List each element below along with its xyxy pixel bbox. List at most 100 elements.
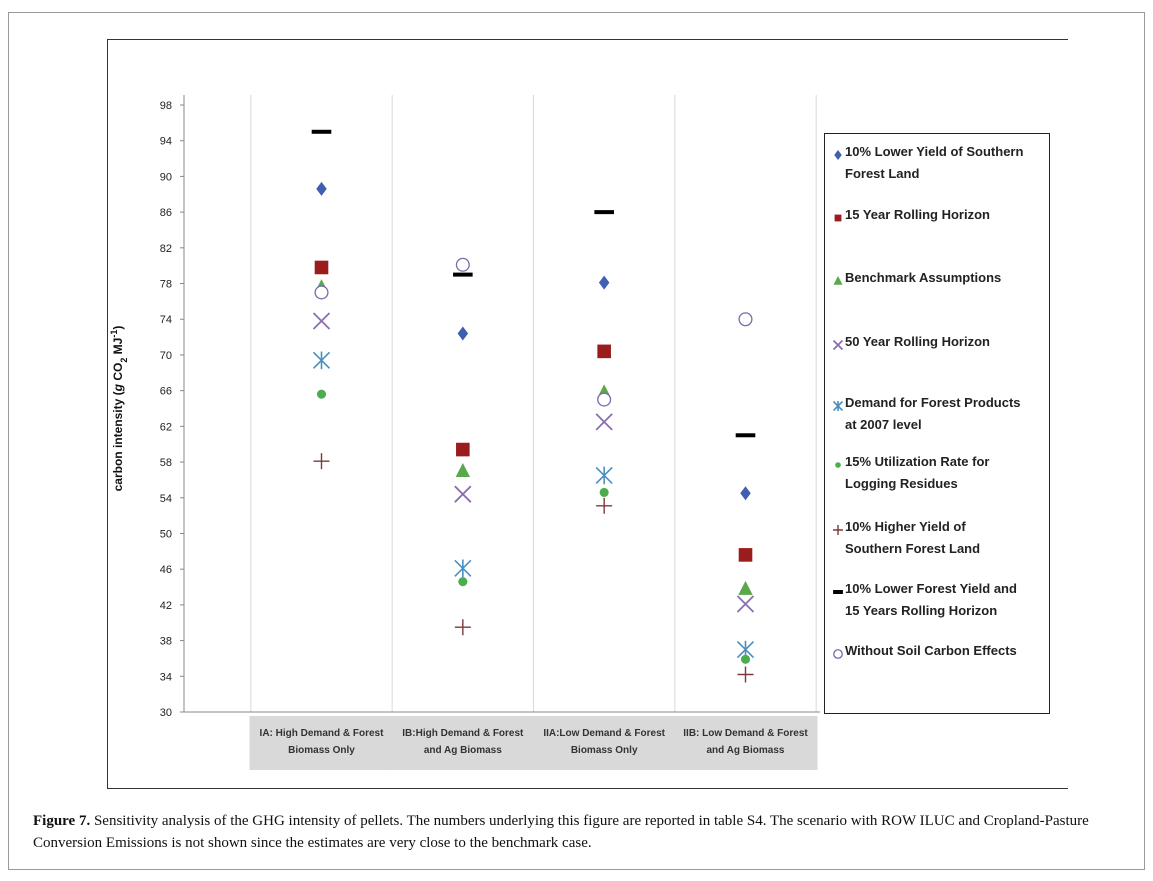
y-tick-label: 58 bbox=[160, 457, 172, 469]
y-axis-label-part: CO bbox=[111, 363, 125, 384]
caption-label: Figure 7. bbox=[33, 813, 91, 829]
legend-item: 10% Higher Yield of Southern Forest Land bbox=[831, 519, 1047, 560]
data-point-plus bbox=[313, 453, 330, 470]
legend-text-line: 10% Higher Yield of bbox=[845, 519, 966, 534]
legend-text-line: Forest Land bbox=[845, 166, 920, 181]
legend-marker bbox=[833, 590, 843, 594]
data-point-open-circle bbox=[597, 392, 612, 407]
legend-marker-circle bbox=[835, 462, 841, 468]
data-point-open-circle bbox=[455, 257, 470, 272]
category-label-text: Biomass Only bbox=[288, 745, 355, 756]
legend-text-line: 15 Year Rolling Horizon bbox=[845, 207, 990, 222]
legend-text-line: Logging Residues bbox=[845, 476, 958, 491]
legend-marker bbox=[833, 649, 843, 659]
y-tick-label: 46 bbox=[160, 564, 172, 576]
legend-text-line: 15% Utilization Rate for bbox=[845, 454, 990, 469]
legend-marker-plus bbox=[833, 525, 843, 535]
legend-text-line: 50 Year Rolling Horizon bbox=[845, 334, 990, 349]
chart-area: 30 34 38 42 46 50 54 58 62 66 70 74 78 82 86 90 94 98 carb… bbox=[107, 39, 1068, 789]
series-x bbox=[312, 312, 755, 613]
legend-text: 15% Utilization Rate for Logging Residues bbox=[845, 451, 989, 495]
legend-text: 10% Lower Forest Yield and 15 Years Rolli… bbox=[845, 578, 1017, 622]
y-tick-label: 70 bbox=[160, 350, 172, 362]
legend-text: Benchmark Assumptions bbox=[845, 267, 1001, 289]
legend-text: 15 Year Rolling Horizon bbox=[845, 204, 990, 226]
category-label-4: IIB: Low Demand & Forest and Ag Biomass bbox=[673, 716, 818, 770]
data-point-plus bbox=[737, 666, 754, 683]
y-tick-label: 30 bbox=[160, 707, 172, 719]
legend-text-line: Southern Forest Land bbox=[845, 541, 981, 556]
y-tick-label: 54 bbox=[160, 493, 172, 505]
y-tick-label: 78 bbox=[160, 279, 172, 291]
data-point-x bbox=[595, 413, 613, 431]
data-point-square bbox=[456, 442, 470, 457]
category-label-text: and Ag Biomass bbox=[707, 745, 785, 756]
category-label-1: IA: High Demand & Forest Biomass Only bbox=[249, 716, 394, 770]
series-plus bbox=[313, 453, 754, 683]
legend-marker-dash bbox=[833, 590, 843, 594]
y-axis-label-part: 2 bbox=[119, 358, 129, 363]
y-tick-label: 62 bbox=[160, 421, 172, 433]
y-tick-label: 86 bbox=[160, 207, 172, 219]
legend-text-line: 15 Years Rolling Horizon bbox=[845, 603, 998, 618]
legend-item: 10% Lower Yield of Southern Forest Land bbox=[831, 144, 1047, 185]
data-point-square bbox=[738, 548, 753, 562]
data-point-star bbox=[454, 559, 472, 578]
legend-text-line: Benchmark Assumptions bbox=[845, 270, 1002, 285]
legend-text: 50 Year Rolling Horizon bbox=[845, 331, 990, 353]
legend-marker bbox=[833, 276, 843, 285]
chart-svg: 30 34 38 42 46 50 54 58 62 66 70 74 78 82 86 90 94 98 carb… bbox=[109, 95, 820, 770]
series-circle bbox=[316, 389, 751, 664]
data-point-circle bbox=[740, 654, 751, 664]
category-label-text: IIB: Low Demand & Forest bbox=[683, 728, 808, 739]
y-tick-label: 90 bbox=[160, 171, 172, 183]
data-point-dash bbox=[311, 129, 332, 134]
legend-text-line: 10% Lower Forest Yield and bbox=[845, 581, 1017, 596]
y-tick-label: 94 bbox=[160, 136, 172, 148]
data-point-star bbox=[595, 466, 613, 485]
series-open-circle bbox=[314, 257, 753, 407]
y-axis-label: carbon intensity (g CO2 MJ-1) bbox=[109, 326, 129, 492]
data-point-diamond bbox=[598, 275, 610, 290]
legend-text: Without Soil Carbon Effects bbox=[845, 640, 1017, 662]
legend-marker bbox=[834, 150, 842, 160]
series-dash bbox=[311, 129, 756, 438]
data-point-triangle bbox=[455, 462, 471, 477]
figure-frame bbox=[8, 12, 1145, 870]
legend-marker bbox=[832, 339, 844, 350]
legend-item: 10% Lower Forest Yield and 15 Years Rolli… bbox=[831, 581, 1047, 622]
data-point-x bbox=[312, 312, 331, 330]
category-label-box bbox=[249, 716, 394, 770]
y-axis-label-part: -1 bbox=[109, 330, 119, 338]
category-label-box bbox=[532, 716, 677, 770]
category-label-text: and Ag Biomass bbox=[424, 745, 502, 756]
y-tick-label: 66 bbox=[160, 386, 172, 398]
legend-marker-x bbox=[832, 339, 844, 350]
legend-item: Benchmark Assumptions bbox=[831, 270, 1047, 289]
legend-item: 15 Year Rolling Horizon bbox=[831, 207, 1047, 226]
y-tick-label: 38 bbox=[160, 636, 172, 648]
legend-marker-star bbox=[832, 400, 844, 411]
category-label-3: IIA:Low Demand & Forest Biomass Only bbox=[532, 716, 677, 770]
y-axis-label-part: g bbox=[111, 383, 125, 392]
legend-text: 10% Higher Yield of Southern Forest Land bbox=[845, 516, 980, 560]
legend-marker-triangle bbox=[833, 276, 843, 285]
legend-marker bbox=[835, 462, 841, 468]
category-label-2: IB:High Demand & Forest and Ag Biomass bbox=[390, 716, 535, 770]
legend-text: Demand for Forest Products at 2007 level bbox=[845, 392, 1021, 436]
legend-item: 15% Utilization Rate for Logging Residues bbox=[831, 454, 1047, 495]
data-point-open-circle bbox=[314, 285, 329, 300]
legend-marker bbox=[833, 525, 843, 535]
data-point-diamond bbox=[457, 326, 469, 341]
y-axis-label-part: carbon intensity ( bbox=[111, 391, 125, 491]
data-point-dash bbox=[453, 272, 473, 277]
figure-caption: Figure 7. Sensitivity analysis of the GH… bbox=[33, 810, 1138, 854]
gridlines bbox=[183, 95, 817, 712]
y-axis-label-part: MJ bbox=[111, 338, 125, 358]
legend-marker bbox=[832, 400, 844, 411]
data-point-diamond bbox=[316, 181, 327, 196]
data-point-triangle bbox=[738, 580, 753, 595]
legend-text-line: 10% Lower Yield of Southern bbox=[845, 144, 1024, 159]
data-point-circle bbox=[599, 487, 609, 497]
legend-marker bbox=[834, 214, 842, 222]
